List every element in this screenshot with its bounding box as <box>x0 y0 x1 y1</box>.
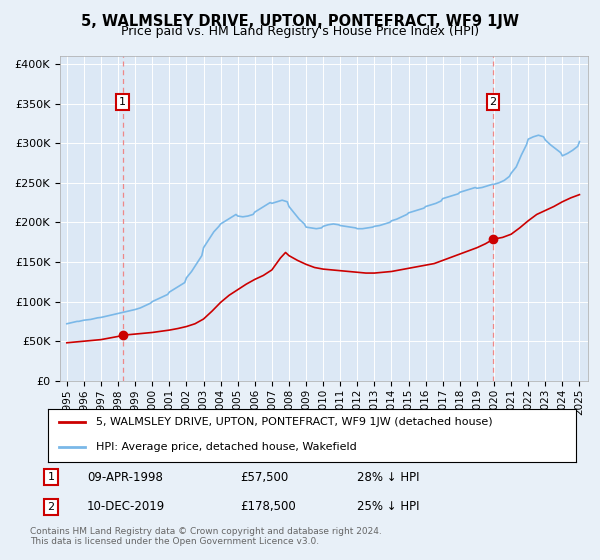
Text: Contains HM Land Registry data © Crown copyright and database right 2024.: Contains HM Land Registry data © Crown c… <box>30 528 382 536</box>
Text: 10-DEC-2019: 10-DEC-2019 <box>87 500 165 514</box>
Text: 2: 2 <box>47 502 55 512</box>
Text: £178,500: £178,500 <box>240 500 296 514</box>
Text: 2: 2 <box>490 97 497 107</box>
Text: This data is licensed under the Open Government Licence v3.0.: This data is licensed under the Open Gov… <box>30 537 319 546</box>
Text: 5, WALMSLEY DRIVE, UPTON, PONTEFRACT, WF9 1JW (detached house): 5, WALMSLEY DRIVE, UPTON, PONTEFRACT, WF… <box>95 417 492 427</box>
Text: 25% ↓ HPI: 25% ↓ HPI <box>357 500 419 514</box>
Text: 1: 1 <box>47 472 55 482</box>
Text: 1: 1 <box>119 97 126 107</box>
Text: 5, WALMSLEY DRIVE, UPTON, PONTEFRACT, WF9 1JW: 5, WALMSLEY DRIVE, UPTON, PONTEFRACT, WF… <box>81 14 519 29</box>
Text: Price paid vs. HM Land Registry's House Price Index (HPI): Price paid vs. HM Land Registry's House … <box>121 25 479 38</box>
Text: £57,500: £57,500 <box>240 470 288 484</box>
Text: 28% ↓ HPI: 28% ↓ HPI <box>357 470 419 484</box>
Text: HPI: Average price, detached house, Wakefield: HPI: Average price, detached house, Wake… <box>95 442 356 452</box>
Text: 09-APR-1998: 09-APR-1998 <box>87 470 163 484</box>
